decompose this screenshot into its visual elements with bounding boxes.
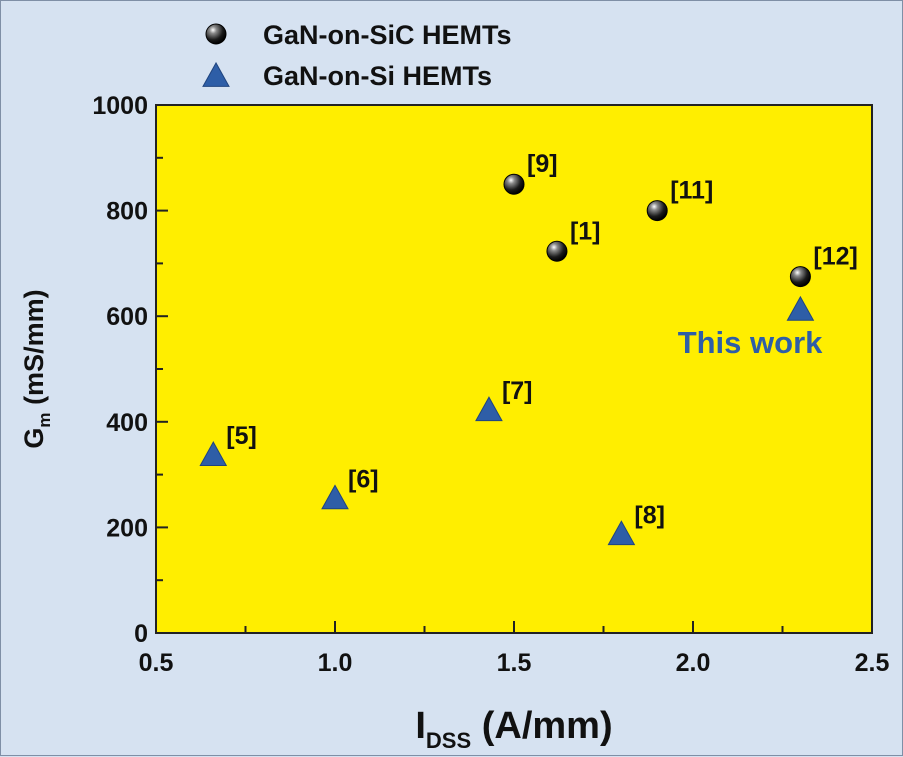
y-tick-label: 0: [134, 620, 148, 648]
this-work-annotation: This work: [678, 325, 823, 360]
legend-label: GaN-on-SiC HEMTs: [263, 20, 512, 50]
data-point-sphere: [546, 240, 568, 262]
x-tick-label: 0.5: [139, 649, 174, 677]
data-label: [7]: [502, 377, 533, 405]
data-point-sphere: [789, 266, 811, 288]
data-point-triangle: [475, 396, 503, 422]
data-point-triangle: [199, 441, 228, 466]
x-tick-label: 1.0: [318, 649, 353, 677]
x-tick-label: 2.5: [855, 649, 890, 677]
data-point-sphere: [503, 173, 525, 195]
y-axis-title: Gm (mS/mm): [19, 289, 54, 448]
data-label: [12]: [813, 243, 857, 271]
y-tick-label: 600: [106, 303, 148, 331]
data-label: [5]: [226, 422, 257, 450]
y-tick-label: 200: [106, 514, 148, 542]
legend-triangle-icon: [202, 61, 230, 87]
x-axis-title: IDSS (A/mm): [415, 705, 612, 753]
data-point-triangle: [786, 295, 815, 321]
legend-sphere-icon: [205, 23, 227, 45]
data-point-triangle: [321, 484, 349, 510]
y-tick-label: 1000: [92, 92, 148, 120]
data-label: [11]: [670, 177, 713, 205]
data-label: [9]: [527, 150, 558, 178]
data-label: [6]: [348, 465, 379, 493]
data-label: [8]: [634, 501, 665, 529]
legend-label: GaN-on-Si HEMTs: [263, 61, 492, 91]
data-point-sphere: [646, 200, 668, 222]
data-point-triangle: [607, 520, 636, 546]
data-label: [1]: [570, 217, 601, 245]
x-tick-label: 2.0: [676, 649, 711, 677]
y-tick-label: 800: [106, 198, 148, 226]
x-tick-label: 1.5: [497, 649, 532, 677]
y-tick-label: 400: [106, 409, 148, 437]
